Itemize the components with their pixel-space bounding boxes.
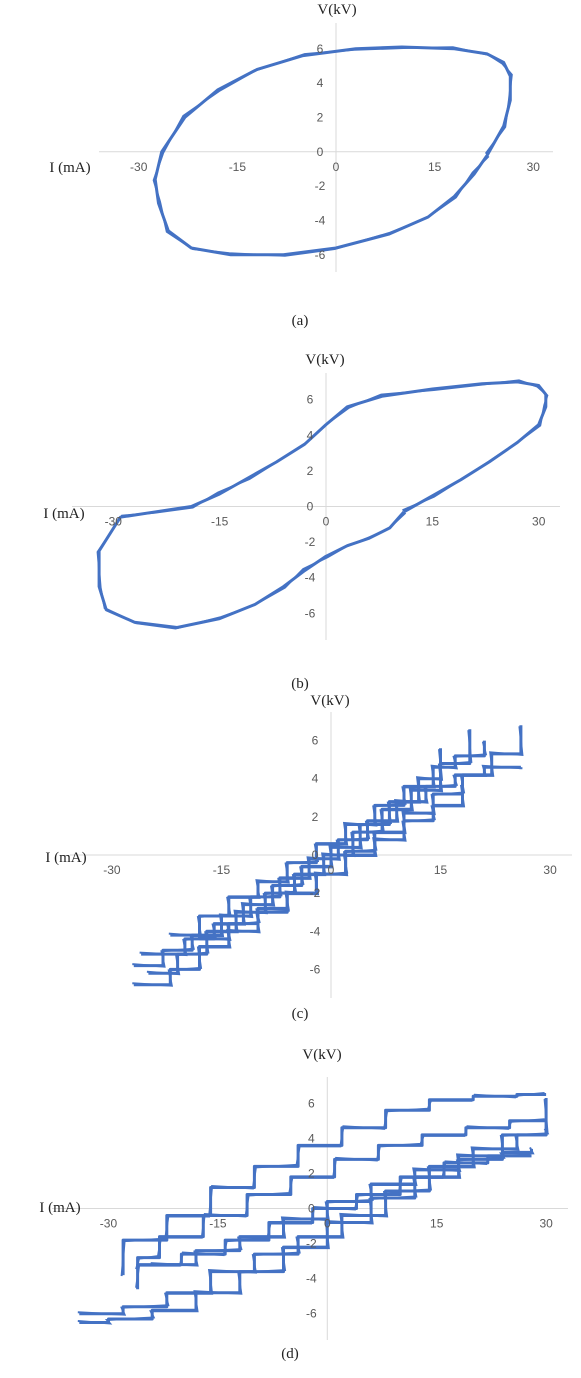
x-tick-label: -15 bbox=[229, 160, 247, 174]
x-tick-label: -30 bbox=[103, 863, 121, 877]
y-tick-label: -6 bbox=[310, 962, 321, 976]
x-tick-label: -15 bbox=[211, 515, 229, 529]
y-tick-label: 2 bbox=[312, 810, 319, 824]
series-line-trace bbox=[135, 1118, 545, 1270]
y-tick-label: 4 bbox=[307, 428, 314, 442]
x-tick-label: -15 bbox=[213, 863, 231, 877]
y-tick-label: 0 bbox=[317, 145, 324, 159]
y-tick-label: 2 bbox=[307, 464, 314, 478]
series-line bbox=[199, 786, 464, 941]
x-tick-label: 30 bbox=[532, 515, 546, 529]
x-tick-label: 30 bbox=[543, 863, 557, 877]
y-tick-label: 4 bbox=[317, 76, 324, 90]
x-tick-label: -15 bbox=[209, 1217, 227, 1231]
series-line-trace bbox=[96, 379, 549, 630]
series-line-trace bbox=[77, 1128, 550, 1316]
y-tick-label: -4 bbox=[306, 1272, 317, 1286]
y-tick-label: -6 bbox=[306, 1307, 317, 1321]
x-tick-label: 30 bbox=[527, 160, 541, 174]
y-tick-label: 6 bbox=[307, 393, 314, 407]
chart-panel-4: -30 -15 0 15 30 -6 -4 -2 0 2 4 6 V(kV) I (mA) (d) bbox=[39, 1047, 568, 1362]
panel-caption: (d) bbox=[281, 1346, 299, 1362]
panel-caption: (c) bbox=[292, 1006, 309, 1022]
y-tick-label: 0 bbox=[308, 1202, 315, 1216]
series-line bbox=[121, 1093, 547, 1276]
y-tick-label: 4 bbox=[308, 1131, 315, 1145]
y-tick-label: 6 bbox=[317, 42, 324, 56]
chart-panel-2: -30 -15 0 15 30 -6 -4 -2 0 2 4 6 V(kV) I (mA) (b) bbox=[43, 352, 560, 692]
x-tick-label: -30 bbox=[130, 160, 148, 174]
series-line bbox=[136, 1154, 532, 1290]
x-axis-title: I (mA) bbox=[45, 850, 86, 866]
x-tick-label: 15 bbox=[430, 1217, 444, 1231]
x-tick-label: 15 bbox=[426, 515, 440, 529]
x-tick-label: 0 bbox=[324, 1217, 331, 1231]
x-tick-label: 30 bbox=[539, 1217, 553, 1231]
y-tick-label: 4 bbox=[312, 772, 319, 786]
y-tick-label: -4 bbox=[310, 924, 321, 938]
y-tick-label: 2 bbox=[308, 1166, 315, 1180]
series-line-trace bbox=[152, 46, 513, 257]
series-line bbox=[141, 748, 442, 956]
y-tick-label: -6 bbox=[315, 248, 326, 262]
series-line bbox=[153, 45, 512, 257]
x-tick-label: 15 bbox=[428, 160, 442, 174]
series-line-trace bbox=[139, 749, 444, 957]
panel-caption: (b) bbox=[291, 676, 309, 692]
series-line-trace bbox=[150, 1146, 535, 1267]
chart-panel-3: -30 -15 0 15 30 -6 -4 -2 0 2 4 6 V(kV) I (mA) (c) bbox=[45, 693, 572, 1022]
y-tick-label: -4 bbox=[305, 571, 316, 585]
y-tick-label: -2 bbox=[315, 179, 326, 193]
series-line-trace bbox=[168, 741, 488, 938]
y-tick-label: 2 bbox=[317, 110, 324, 124]
x-tick-label: -30 bbox=[100, 1217, 118, 1231]
x-tick-label: 0 bbox=[323, 515, 330, 529]
x-axis-title: I (mA) bbox=[43, 506, 84, 522]
series-line-trace bbox=[132, 726, 524, 987]
x-tick-label: 15 bbox=[434, 863, 448, 877]
series-line bbox=[97, 380, 548, 629]
x-tick-label: 0 bbox=[328, 863, 335, 877]
x-tick-label: 0 bbox=[333, 160, 340, 174]
y-axis-title: V(kV) bbox=[310, 693, 349, 709]
y-tick-label: -2 bbox=[310, 886, 321, 900]
x-tick-label: -30 bbox=[105, 515, 123, 529]
y-tick-label: -2 bbox=[306, 1237, 317, 1251]
y-axis-title: V(kV) bbox=[302, 1047, 341, 1063]
series-line bbox=[170, 740, 486, 937]
y-tick-label: 0 bbox=[312, 848, 319, 862]
series-line-trace bbox=[135, 1153, 531, 1288]
y-axis-title: V(kV) bbox=[317, 2, 356, 18]
y-tick-label: 6 bbox=[312, 734, 319, 748]
y-tick-label: -4 bbox=[315, 213, 326, 227]
x-axis-title: I (mA) bbox=[49, 160, 90, 176]
y-tick-label: -6 bbox=[305, 606, 316, 620]
x-axis-title: I (mA) bbox=[39, 1200, 80, 1216]
series-line bbox=[152, 1148, 533, 1267]
y-tick-label: 6 bbox=[308, 1096, 315, 1110]
y-axis-title: V(kV) bbox=[305, 352, 344, 368]
y-tick-label: -2 bbox=[305, 535, 316, 549]
series-line-trace bbox=[120, 1092, 545, 1277]
chart-panel-1: -30 -15 0 15 30 -6 -4 -2 0 2 4 6 V(kV) I (mA) (a) bbox=[49, 2, 553, 329]
y-tick-label: 0 bbox=[307, 500, 314, 514]
series-line-trace bbox=[197, 784, 466, 941]
panel-caption: (a) bbox=[292, 313, 309, 329]
